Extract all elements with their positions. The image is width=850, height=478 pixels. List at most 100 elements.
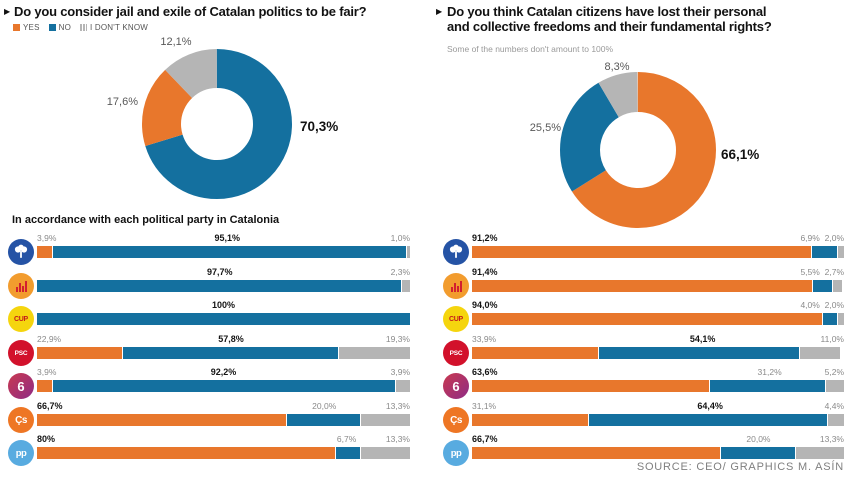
party-icon-cs: Çs xyxy=(443,407,469,433)
party-icon-text: CUP xyxy=(449,315,463,323)
stacked-bar xyxy=(37,414,410,426)
bar-value-label: 5,5% xyxy=(800,267,820,277)
erc-bar xyxy=(24,281,27,292)
bar-segment-no xyxy=(587,414,828,426)
bar-segment-dk xyxy=(401,280,410,292)
bar-segment-dk xyxy=(360,447,410,459)
right-donut-label-dk: 8,3% xyxy=(604,61,630,73)
legend-label: NO xyxy=(58,23,72,32)
stacked-bar xyxy=(37,380,410,392)
legend-swatch-icon xyxy=(80,24,88,31)
bar-value-label: 66,7% xyxy=(472,434,498,444)
bar-value-labels: 94,0% 4,0% 2,0% xyxy=(472,300,844,310)
stacked-bar xyxy=(37,347,410,359)
bar-value-label: 13,3% xyxy=(385,434,410,444)
left-donut-label-yes: 17,6% xyxy=(106,96,138,108)
bar-value-labels: 33,9% 54,1% 11,0% xyxy=(472,334,844,344)
bar-value-labels: 66,7% 20,0% 13,3% xyxy=(472,434,844,444)
party-icon-text: CUP xyxy=(14,315,28,323)
party-icon-cs: Çs xyxy=(8,407,34,433)
legend-swatch-icon xyxy=(48,24,56,31)
bar-segment-yes xyxy=(37,246,52,258)
legend-label: YES xyxy=(23,23,40,32)
party-row-psc: PSC 33,9% 54,1% 11,0% xyxy=(443,334,844,366)
bar-segment-no xyxy=(708,380,825,392)
bar-value-labels: 22,9% 57,8% 19,3% xyxy=(37,334,410,344)
party-row-jxcat: 91,2% 6,9% 2,0% xyxy=(443,233,844,265)
bar-segment-dk xyxy=(824,380,844,392)
bar-value-label: 64,4% xyxy=(697,401,723,411)
party-row-pp: pp 66,7% 20,0% 13,3% xyxy=(443,434,844,466)
jxcat-flower-glyph xyxy=(449,244,463,258)
party-row-erc: 97,7% 2,3% xyxy=(8,267,410,299)
bar-segment-dk xyxy=(360,414,410,426)
stacked-bar xyxy=(37,447,410,459)
legend-item-yes: YES xyxy=(13,23,40,32)
donut-slice-no xyxy=(560,72,716,228)
party-icon-comu: 6 xyxy=(443,373,469,399)
party-icon-jxcat xyxy=(443,239,469,265)
left-donut-chart xyxy=(142,49,292,199)
bar-value-label: 100% xyxy=(211,300,236,310)
bar-value-labels: 3,9% 92,2% 3,9% xyxy=(37,367,410,377)
right-donut-label-no: 25,5% xyxy=(529,122,561,134)
bar-segment-dk xyxy=(338,347,410,359)
party-row-comu: 6 63,6% 31,2% 5,2% xyxy=(443,367,844,399)
bar-value-label: 92,2% xyxy=(210,367,237,377)
bar-value-label: 2,7% xyxy=(824,267,844,277)
party-icon-jxcat xyxy=(8,239,34,265)
bar-value-label: 3,9% xyxy=(37,367,57,377)
bar-value-label: 13,3% xyxy=(385,401,410,411)
party-icon-text: Çs xyxy=(15,414,27,426)
party-icon-text: 6 xyxy=(17,378,25,394)
party-icon-psc: PSC xyxy=(8,340,34,366)
bar-value-label: 54,1% xyxy=(689,334,716,344)
bar-value-label: 2,0% xyxy=(824,233,844,243)
bar-value-label: 2,0% xyxy=(824,300,844,310)
bar-segment-dk xyxy=(395,380,410,392)
party-row-cs: Çs 66,7% 20,0% 13,3% xyxy=(8,401,410,433)
bar-value-labels: 91,4% 5,5% 2,7% xyxy=(472,267,844,277)
legend: YES NO I DON'T KNOW xyxy=(13,23,148,32)
party-row-cup: CUP 94,0% 4,0% 2,0% xyxy=(443,300,844,332)
bar-value-label: 57,8% xyxy=(218,334,244,344)
bar-value-labels: 66,7% 20,0% 13,3% xyxy=(37,401,410,411)
bar-segment-no xyxy=(335,447,361,459)
party-row-erc: 91,4% 5,5% 2,7% xyxy=(443,267,844,299)
bar-segment-no xyxy=(51,246,407,258)
bar-value-label: 80% xyxy=(37,434,56,444)
stacked-bar xyxy=(37,313,410,325)
left-question-title: Do you consider jail and exile of Catala… xyxy=(14,4,367,19)
bar-value-labels: 3,9% 95,1% 1,0% xyxy=(37,233,410,243)
stacked-bar xyxy=(472,414,844,426)
bar-segment-yes xyxy=(472,347,599,359)
bar-segment-no xyxy=(51,380,396,392)
bar-value-label: 66,7% xyxy=(37,401,63,411)
bar-segment-no xyxy=(810,246,837,258)
bullet-arrow-icon: ▶ xyxy=(4,7,11,16)
bar-value-label: 3,9% xyxy=(37,233,57,243)
bar-segment-no xyxy=(122,347,338,359)
bar-segment-dk xyxy=(836,313,844,325)
party-icon-pp: pp xyxy=(443,440,469,466)
legend-swatch-icon xyxy=(13,24,20,31)
bar-value-labels: 63,6% 31,2% 5,2% xyxy=(472,367,844,377)
erc-bar xyxy=(456,286,459,292)
stacked-bar xyxy=(472,246,844,258)
bar-value-label: 3,9% xyxy=(390,367,410,377)
bar-segment-no xyxy=(37,280,402,292)
party-icon-cup: CUP xyxy=(8,306,34,332)
bar-segment-dk xyxy=(832,280,843,292)
party-icon-text: pp xyxy=(450,447,462,459)
party-icon-erc xyxy=(443,273,469,299)
bar-value-label: 94,0% xyxy=(472,300,498,310)
right-note: Some of the numbers don't amount to 100% xyxy=(447,44,614,54)
party-row-psc: PSC 22,9% 57,8% 19,3% xyxy=(8,334,410,366)
erc-bar xyxy=(453,283,456,292)
right-question-title-line2: and collective freedoms and their fundam… xyxy=(447,19,772,34)
bar-segment-no xyxy=(812,280,833,292)
bar-segment-yes xyxy=(472,380,709,392)
bar-segment-dk xyxy=(836,246,844,258)
bar-value-label: 19,3% xyxy=(385,334,410,344)
bar-segment-yes xyxy=(37,380,52,392)
